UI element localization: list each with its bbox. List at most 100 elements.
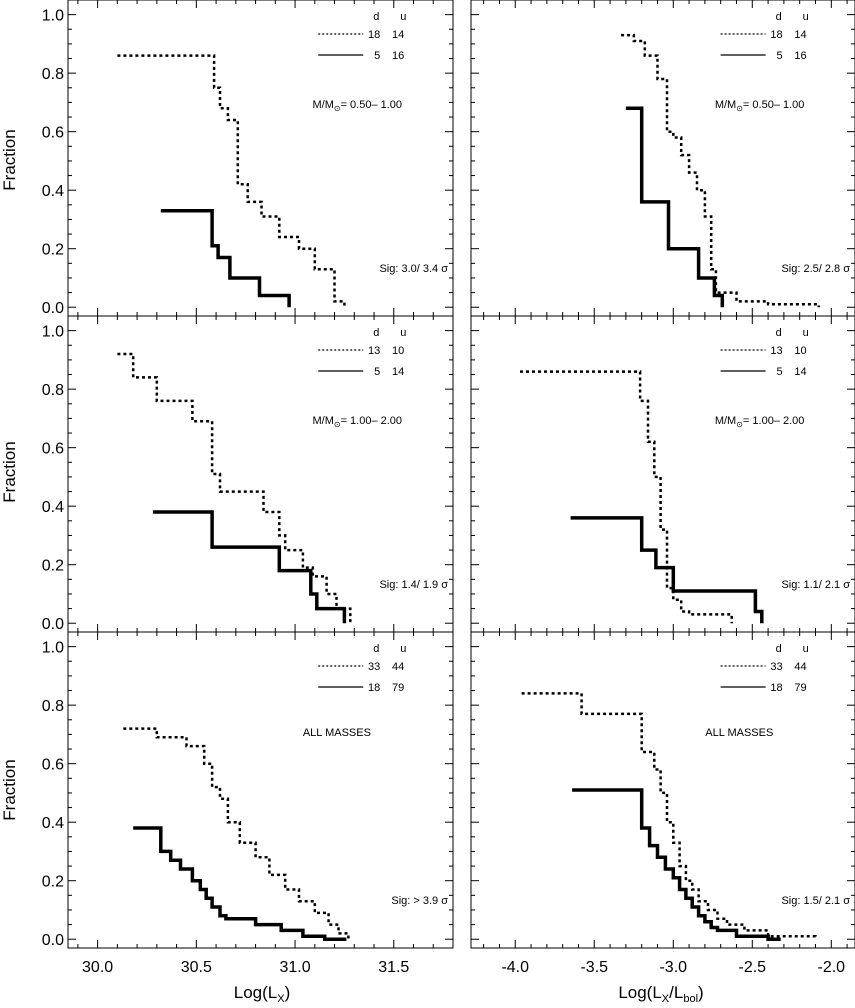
mass-range-label: M/M⊙= 0.50– 1.00 (312, 99, 402, 113)
mass-range-value: = 1.00– 2.00 (341, 415, 402, 427)
y-tick-label: 0.0 (42, 616, 64, 633)
legend-header-u: u (400, 643, 406, 655)
legend-u-value: 10 (794, 345, 806, 357)
significance-label: Sig: 1.1/ 2.1 σ (781, 579, 850, 591)
legend-header-d: d (776, 643, 782, 655)
x-axis-title-right-end: ) (698, 983, 704, 1002)
series-dotted-step-line (520, 370, 733, 624)
x-tick-label: 31.5 (378, 959, 409, 976)
significance-label: Sig: > 3.9 σ (391, 895, 448, 907)
series-dotted-step-line (117, 352, 352, 624)
y-tick-label: 1.0 (42, 640, 64, 657)
x-tick-label: 30.0 (82, 959, 113, 976)
legend-header-d: d (776, 11, 782, 23)
legend-d-value: 5 (374, 366, 380, 378)
y-tick-label: 0.8 (42, 382, 64, 399)
x-tick-label: -3.5 (580, 959, 608, 976)
legend-d-value: 33 (770, 661, 782, 673)
x-axis-title-right: Log(LX/Lbol) (618, 983, 703, 1003)
panel-mid-left: 0.0 0.2 0.4 0.6 0.8 1.0 d u 13 10 5 14 M/M⊙= 1.00– 2… (42, 315, 454, 633)
mass-prefix: M/M (312, 415, 333, 427)
y-tick-label: 0.2 (42, 874, 64, 891)
y-tick-label: 0.0 (42, 300, 64, 317)
series-solid-step-line (625, 106, 725, 308)
series-solid-step-line (572, 788, 781, 941)
x-axis-title-left-end: ) (285, 983, 291, 1002)
legend-u-value: 14 (392, 29, 404, 41)
panel-frame (67, 631, 454, 949)
y-tick-label: 0.4 (42, 499, 64, 516)
mass-range-value: = 0.50– 1.00 (743, 99, 804, 111)
legend-header-u: u (803, 327, 809, 339)
series-dotted-step-line (117, 54, 346, 308)
panel-bottom-left: 0.0 0.2 0.4 0.6 0.8 1.0 30.0 30.5 31.0 31.5 d u 33 44… (42, 631, 454, 976)
x-axis-title-left-main: Log(L (234, 983, 277, 1002)
x-axis-title-right-main: Log(L (618, 983, 661, 1002)
all-masses-label: ALL MASSES (303, 727, 371, 739)
x-tick-label: 31.0 (279, 959, 310, 976)
legend-header-u: u (803, 643, 809, 655)
legend-header-d: d (373, 327, 379, 339)
legend-u-value: 79 (794, 682, 806, 694)
significance-label: Sig: 1.4/ 1.9 σ (379, 579, 448, 591)
mass-range-value: = 1.00– 2.00 (743, 415, 804, 427)
significance-label: Sig: 1.5/ 2.1 σ (781, 895, 850, 907)
legend-d-value: 5 (374, 50, 380, 62)
x-tick-label: -2.0 (818, 959, 846, 976)
x-tick-label: -3.0 (659, 959, 687, 976)
x-axis-title-right-sub2: bol (683, 993, 698, 1003)
legend-header-d: d (373, 643, 379, 655)
panel-bottom-right: -4.0 -3.5 -3.0 -2.5 -2.0 d u 33 44 18 79 ALL MASSES… (470, 631, 855, 976)
y-tick-label: 0.8 (42, 698, 64, 715)
legend-u-value: 10 (392, 345, 404, 357)
legend-header-d: d (776, 327, 782, 339)
y-tick-label: 0.4 (42, 183, 64, 200)
legend-header-d: d (373, 11, 379, 23)
legend-u-value: 79 (392, 682, 404, 694)
mass-prefix: M/M (715, 415, 736, 427)
y-axis-title-middle: Fraction (0, 441, 19, 502)
legend-d-value: 18 (368, 682, 380, 694)
mass-range-label: M/M⊙= 0.50– 1.00 (715, 99, 805, 113)
legend-header-u: u (803, 11, 809, 23)
mass-sun-symbol: ⊙ (334, 104, 341, 113)
series-solid-step-line (152, 510, 347, 624)
y-axis-title-top: Fraction (0, 129, 19, 190)
series-solid-step-line (133, 826, 347, 941)
legend-d-value: 5 (776, 366, 782, 378)
series-solid-step-line (570, 516, 764, 624)
legend-d-value: 18 (770, 29, 782, 41)
legend-header-u: u (400, 11, 406, 23)
legend-u-value: 14 (794, 29, 806, 41)
significance-label: Sig: 3.0/ 3.4 σ (379, 263, 448, 275)
y-tick-label: 1.0 (42, 324, 64, 341)
y-tick-label: 0.6 (42, 125, 64, 142)
series-solid-step-line (160, 208, 291, 308)
x-axis-title-right-sub1: X (662, 993, 670, 1003)
legend-u-value: 16 (794, 50, 806, 62)
legend-u-value: 16 (392, 50, 404, 62)
panel-top-right: d u 18 14 5 16 M/M⊙= 0.50– 1.00 Sig: 2.5/ 2.8 σ (470, 0, 855, 317)
legend-u-value: 14 (392, 366, 404, 378)
x-axis-title-right-mid: /L (669, 983, 683, 1002)
y-tick-label: 0.6 (42, 441, 64, 458)
significance-label: Sig: 2.5/ 2.8 σ (781, 263, 850, 275)
mass-sun-symbol: ⊙ (736, 104, 743, 113)
x-tick-label: 30.5 (181, 959, 212, 976)
mass-range-label: M/M⊙= 1.00– 2.00 (715, 415, 805, 429)
x-axis-title-left-sub: X (277, 993, 285, 1003)
panels-group: 0.00.20.40.60.81.0 d u18 145 16M/M⊙= 0.50– 1… (42, 0, 855, 976)
y-tick-label: 0.8 (42, 66, 64, 83)
mass-sun-symbol: ⊙ (736, 420, 743, 429)
legend-d-value: 13 (368, 345, 380, 357)
legend-d-value: 18 (770, 682, 782, 694)
legend-d-value: 13 (770, 345, 782, 357)
legend-d-value: 18 (368, 29, 380, 41)
mass-prefix: M/M (312, 99, 333, 111)
legend-header-u: u (400, 327, 406, 339)
y-tick-label: 0.2 (42, 558, 64, 575)
y-tick-label: 0.2 (42, 242, 64, 259)
legend-u-value: 44 (392, 661, 404, 673)
